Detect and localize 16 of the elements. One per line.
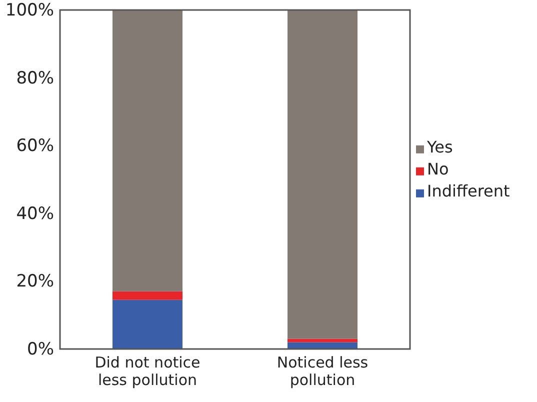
bar: [112, 300, 182, 349]
x-tick-label: Noticed less pollution: [276, 354, 368, 389]
bar: [112, 291, 182, 300]
bar: [288, 342, 358, 349]
y-tick-label: 20%: [16, 272, 54, 292]
legend-label: Indifferent: [427, 181, 510, 200]
y-tick-label: 0%: [27, 339, 54, 360]
y-tick-label: 80%: [16, 68, 54, 88]
bar: [288, 10, 358, 339]
y-tick-label: 100%: [5, 0, 54, 20]
legend-label: No: [427, 159, 449, 178]
bar: [112, 10, 182, 292]
x-tick-label: Did not notice less pollution: [94, 354, 200, 389]
y-tick-label: 40%: [16, 204, 54, 224]
legend-label: Yes: [426, 137, 453, 156]
y-tick-label: 60%: [16, 136, 54, 156]
